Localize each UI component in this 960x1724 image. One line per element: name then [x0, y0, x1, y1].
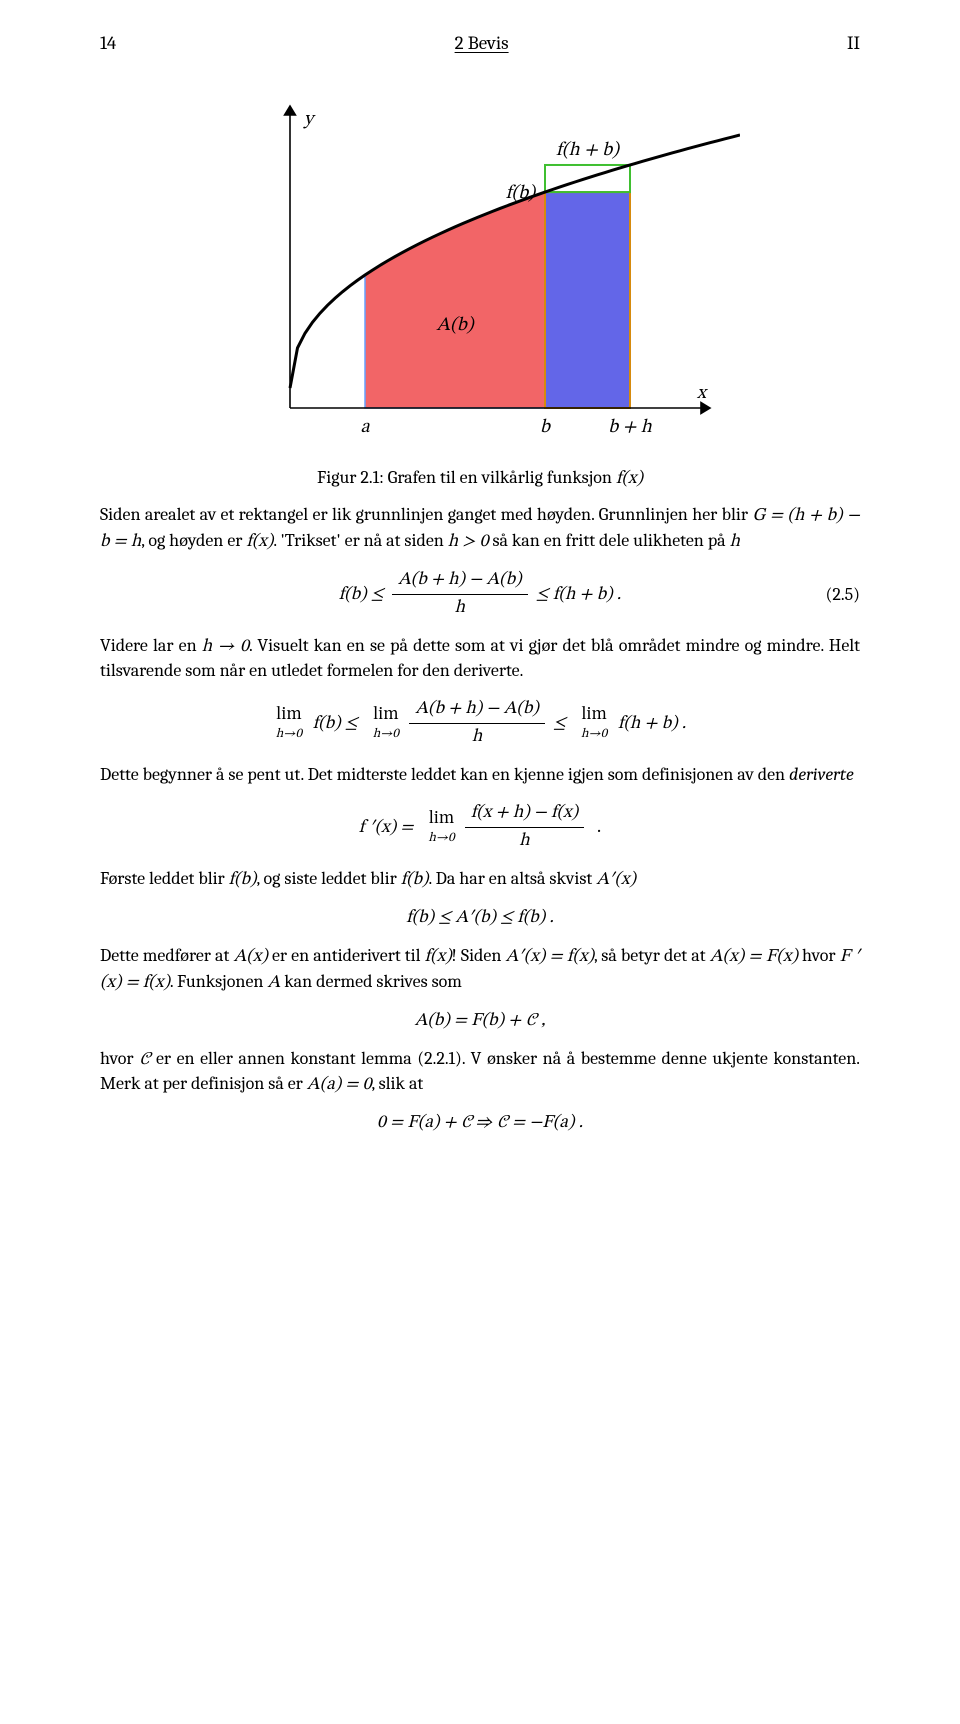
label-a: a — [360, 418, 370, 437]
blue-area — [545, 192, 630, 408]
label-b: b — [540, 418, 551, 437]
equation-2-5: f(b) ≤ A(b + h) − A(b) h ≤ f(h + b) . (2… — [100, 569, 860, 620]
label-Ab: A(b) — [436, 316, 474, 335]
paragraph-1: Siden arealet av et rektangel er lik gru… — [100, 503, 860, 555]
figure-caption: Figur 2.1: Grafen til en vilkårlig funks… — [100, 467, 860, 491]
label-fb: f(b) — [506, 184, 537, 203]
equation-final: 0 = F(a) + 𝒞 ⇒ 𝒞 = −F(a) . — [100, 1112, 860, 1135]
x-arrow — [701, 403, 710, 414]
page-number: 14 — [100, 32, 116, 54]
equation-squeeze: f(b) ≤ A′(b) ≤ f(b) . — [100, 907, 860, 930]
part-label: II — [847, 32, 860, 54]
label-x: x — [696, 384, 709, 403]
label-fhb: f(h + b) — [556, 141, 620, 160]
equation-number: (2.5) — [825, 584, 860, 605]
equation-derivative-def: f ′(x) = limh→0 f(x + h) − f(x) h . — [100, 802, 860, 853]
equation-limit: limh→0 f(b) ≤ limh→0 A(b + h) − A(b) h ≤… — [100, 698, 860, 749]
red-area — [365, 192, 545, 408]
label-bh: b + h — [608, 418, 652, 437]
paragraph-6: hvor 𝒞 er en eller annen konstant lemma … — [100, 1047, 860, 1099]
paragraph-3: Dette begynner å se pent ut. Det midters… — [100, 763, 860, 788]
paragraph-4: Første leddet blir f(b), og siste leddet… — [100, 867, 860, 893]
paragraph-2: Videre lar en h → 0. Visuelt kan en se p… — [100, 634, 860, 685]
page-header: 14 2 Bevis II — [100, 32, 860, 54]
figure-2-1: y x f(h + b) f(b) A(b) a b b + h Figur 2… — [100, 78, 860, 491]
equation-AFC: A(b) = F(b) + 𝒞 , — [100, 1010, 860, 1033]
paragraph-5: Dette medfører at A(x) er en antideriver… — [100, 944, 860, 996]
figure-svg: y x f(h + b) f(b) A(b) a b b + h — [220, 78, 740, 448]
y-arrow — [285, 106, 296, 115]
label-y: y — [303, 110, 316, 129]
chapter-title: 2 Bevis — [455, 32, 509, 54]
